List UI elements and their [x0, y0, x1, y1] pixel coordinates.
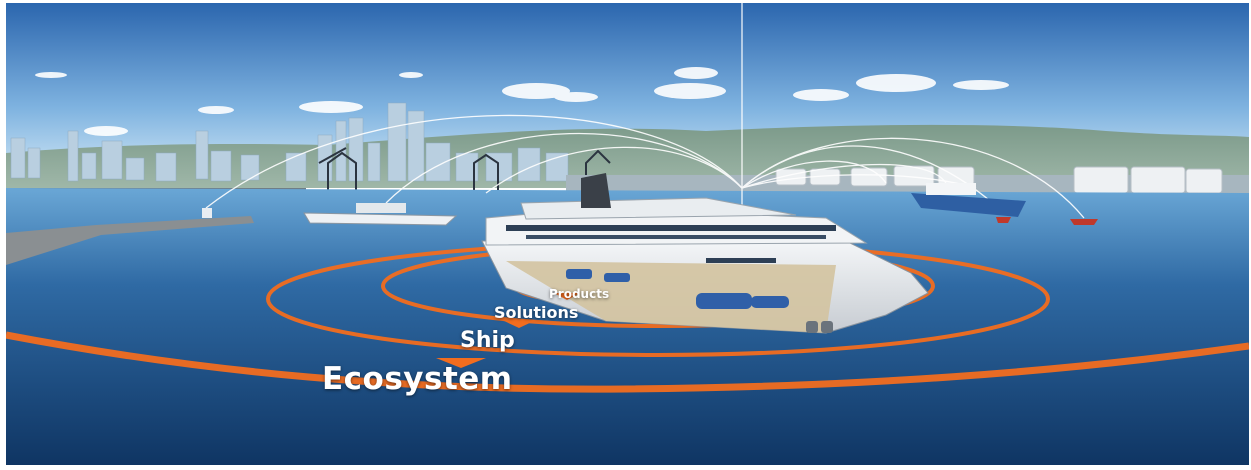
supply-vessel [911, 183, 1026, 217]
tank-icon [775, 165, 1223, 194]
label-products: Products [549, 287, 610, 301]
signal-lines [205, 3, 1085, 219]
quay [6, 216, 254, 265]
ferry-left [303, 203, 458, 226]
clouds [35, 67, 1009, 136]
label-ecosystem: Ecosystem [322, 361, 513, 397]
ship-illustration [481, 173, 929, 334]
ring-markers [436, 293, 580, 368]
tug-boats [996, 217, 1098, 225]
city-skyline [10, 102, 569, 182]
label-ship: Ship [460, 328, 515, 353]
ring-ecosystem [6, 331, 1249, 393]
label-solutions: Solutions [494, 303, 579, 322]
ecosystem-illustration: Products Solutions Ship Ecosystem [6, 3, 1249, 465]
